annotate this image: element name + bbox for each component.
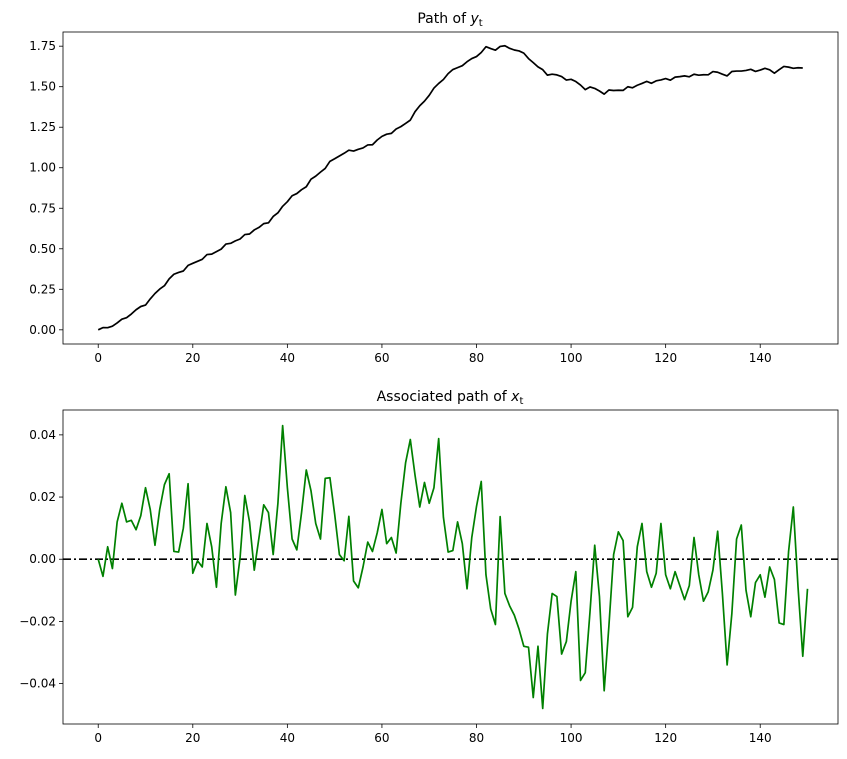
top-chart-frame bbox=[62, 31, 839, 345]
x-tick-label: 20 bbox=[185, 731, 200, 745]
x-tick-label: 120 bbox=[654, 731, 677, 745]
top-chart: Path of yt 0 20 40 60 80 100 120 140 0.00 0.25 0.5… bbox=[29, 11, 839, 365]
x-tick-label: 100 bbox=[560, 731, 583, 745]
y-tick-label: 0.25 bbox=[29, 282, 56, 296]
x-tick-label: 140 bbox=[749, 731, 772, 745]
y-path-line bbox=[97, 44, 803, 331]
y-tick-label: 0.50 bbox=[29, 242, 56, 256]
y-tick-label: −0.04 bbox=[19, 677, 56, 691]
bottom-chart-title: Associated path of xt bbox=[377, 389, 524, 407]
y-tick-label: 1.25 bbox=[29, 120, 56, 134]
y-tick-label: 0.75 bbox=[29, 201, 56, 215]
y-tick-label: 1.00 bbox=[29, 161, 56, 175]
top-chart-title: Path of yt bbox=[417, 11, 482, 29]
x-tick-label: 40 bbox=[280, 351, 295, 365]
y-tick-label: 1.75 bbox=[29, 39, 56, 53]
x-tick-label: 120 bbox=[654, 351, 677, 365]
y-tick-label: 0.00 bbox=[29, 323, 56, 337]
x-tick-label: 60 bbox=[374, 731, 389, 745]
y-tick-label: 0.02 bbox=[29, 490, 56, 504]
x-path-line bbox=[97, 424, 809, 710]
x-tick-label: 80 bbox=[469, 351, 484, 365]
x-tick-label: 140 bbox=[749, 351, 772, 365]
y-tick-label: 0.04 bbox=[29, 428, 56, 442]
bottom-chart-frame bbox=[62, 409, 839, 725]
x-tick-label: 40 bbox=[280, 731, 295, 745]
y-tick-label: 0.00 bbox=[29, 552, 56, 566]
x-tick-label: 80 bbox=[469, 731, 484, 745]
y-tick-label: 1.50 bbox=[29, 80, 56, 94]
x-tick-label: 60 bbox=[374, 351, 389, 365]
x-tick-label: 0 bbox=[94, 731, 102, 745]
y-tick-label: −0.02 bbox=[19, 614, 56, 628]
x-tick-label: 0 bbox=[94, 351, 102, 365]
x-tick-label: 100 bbox=[560, 351, 583, 365]
bottom-chart: Associated path of xt 0 20 40 60 80 100 120 140… bbox=[19, 389, 839, 745]
x-tick-label: 20 bbox=[185, 351, 200, 365]
